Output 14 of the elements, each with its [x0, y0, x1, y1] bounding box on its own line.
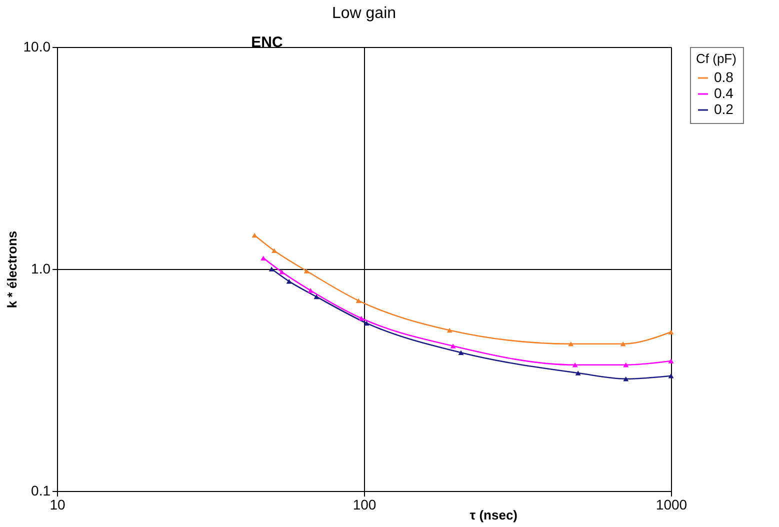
legend-title: Cf (pF)	[696, 51, 736, 66]
legend-label: 0.8	[714, 69, 734, 85]
chart-title: Low gain	[332, 5, 396, 22]
annotation: ENC	[251, 34, 283, 51]
y-axis-title: k * électrons	[4, 230, 20, 308]
x-tick-label: 1000	[656, 496, 688, 512]
legend-label: 0.2	[714, 101, 734, 117]
x-tick-label: 100	[352, 496, 376, 512]
legend-label: 0.4	[714, 85, 734, 101]
x-axis-title: τ (nsec)	[470, 508, 518, 522]
y-tick-label: 1.0	[31, 260, 51, 276]
y-tick-label: 0.1	[31, 482, 51, 498]
x-tick-label: 10	[50, 496, 66, 512]
y-tick-label: 10.0	[23, 38, 51, 54]
